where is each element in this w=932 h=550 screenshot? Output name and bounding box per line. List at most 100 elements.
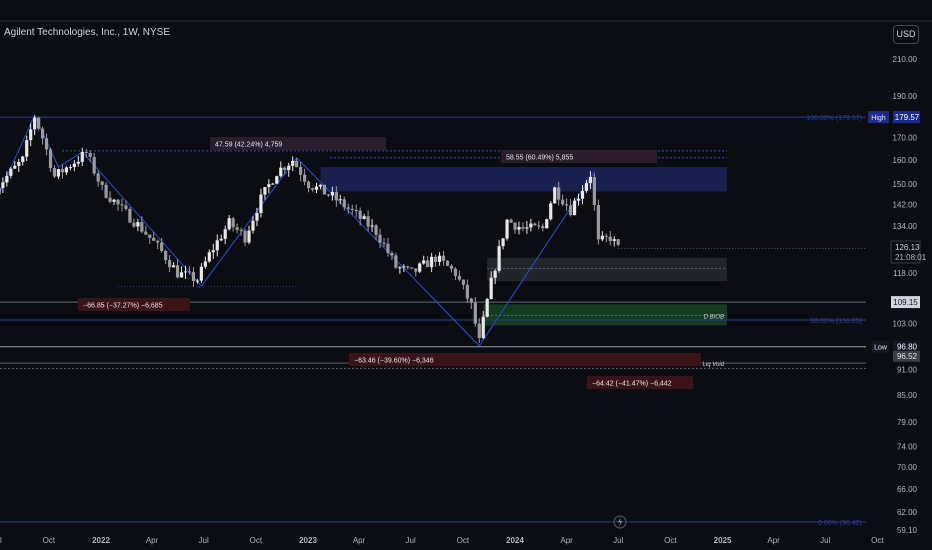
- candle-body: [469, 298, 473, 303]
- candle-body: [175, 265, 180, 278]
- candle-body: [370, 225, 374, 227]
- price-axis-tick: 142.00: [893, 200, 918, 209]
- candle-body: [342, 199, 346, 208]
- candle-body: [100, 181, 104, 185]
- price-axis-tick: 210.00: [893, 55, 918, 64]
- price-axis-tick: 190.00: [893, 92, 918, 101]
- candle-body: [179, 272, 184, 278]
- candle-body: [48, 149, 53, 169]
- time-axis-tick: Oct: [250, 536, 263, 545]
- time-axis-tick: Oct: [871, 536, 884, 545]
- time-axis-tick: Apr: [353, 536, 366, 545]
- candle-body: [33, 117, 37, 130]
- candle-body: [263, 187, 267, 195]
- candle-body: [310, 188, 315, 190]
- candle-body: [565, 204, 569, 206]
- candle-body: [604, 235, 608, 237]
- candle-body: [56, 169, 61, 177]
- price-axis-tick: 103.00: [893, 320, 918, 329]
- candle-body: [541, 226, 545, 229]
- candle-body: [517, 226, 521, 230]
- candle-body: [366, 216, 370, 227]
- candle-body: [477, 323, 481, 339]
- time-axis-tick: Jul: [0, 536, 2, 545]
- measurement-label: −64.42 (−41.47%) −6,442: [592, 381, 672, 388]
- candle-body: [437, 255, 442, 262]
- imbalance-zone: [487, 257, 727, 282]
- candle-body: [295, 160, 299, 168]
- candle-body: [160, 242, 164, 251]
- candle-body: [76, 161, 80, 164]
- candle-body: [572, 200, 577, 216]
- candle-body: [608, 236, 612, 241]
- time-axis-tick: Jul: [820, 536, 830, 545]
- time-axis-tick: Jul: [406, 536, 416, 545]
- candle-body: [25, 140, 29, 157]
- candle-body: [132, 222, 136, 227]
- price-axis-tick: 150.00: [893, 180, 918, 189]
- price-label-high: 179.57: [895, 113, 920, 122]
- candle-body: [259, 194, 263, 214]
- demand-zone: [483, 304, 727, 326]
- last-price-label: 126.13: [895, 243, 920, 252]
- candle-body: [120, 204, 124, 206]
- currency-button[interactable]: USD: [893, 25, 919, 44]
- price-axis-tick: 134.00: [893, 222, 918, 231]
- candle-body: [394, 255, 398, 268]
- time-axis-tick: 2022: [92, 536, 110, 545]
- candle-body: [152, 237, 156, 241]
- price-axis-tick: 66.00: [897, 485, 918, 494]
- candle-body: [88, 152, 92, 157]
- price-axis-tick: 70.00: [897, 463, 918, 472]
- lightning-icon[interactable]: [613, 515, 627, 529]
- candle-body: [509, 219, 513, 223]
- price-label-low: 96.80: [897, 343, 918, 352]
- fib-level-label: 100.00% (179.57): [806, 115, 862, 122]
- measurement-label: 47.59 (42.24%) 4,759: [215, 142, 282, 149]
- time-axis-tick: 2024: [506, 536, 524, 545]
- candle-body: [108, 197, 112, 202]
- candle-body: [80, 151, 84, 162]
- price-axis-tick: 59.10: [897, 526, 918, 535]
- candle-body: [549, 203, 553, 220]
- candle-body: [223, 229, 227, 239]
- candle-body: [612, 239, 616, 241]
- time-axis-tick: Oct: [664, 536, 677, 545]
- candle-body: [215, 240, 219, 251]
- candle-body: [168, 260, 172, 268]
- candle-body: [402, 266, 406, 268]
- candle-body: [382, 242, 386, 244]
- candles: [0, 115, 620, 343]
- candle-body: [588, 176, 593, 184]
- candle-body: [247, 230, 251, 243]
- candle-body: [334, 191, 338, 201]
- fib-level-label: 0.00% (96.42): [818, 520, 862, 527]
- price-axis-tick: 118.00: [893, 269, 917, 278]
- candle-body: [279, 167, 283, 177]
- candle-body: [136, 222, 140, 227]
- candle-body: [60, 169, 65, 173]
- time-axis-tick: Apr: [146, 536, 159, 545]
- candle-body: [0, 187, 1, 195]
- candle-body: [235, 227, 239, 230]
- candle-body: [13, 165, 17, 169]
- candle-body: [600, 235, 604, 240]
- candle-body: [44, 138, 49, 150]
- candle-body: [306, 181, 311, 189]
- candle-body: [140, 222, 144, 232]
- candle-body: [116, 199, 120, 205]
- candle-body: [481, 316, 485, 339]
- candle-body: [422, 260, 426, 264]
- price-axis-tick: 91.00: [897, 366, 918, 375]
- candle-body: [449, 265, 454, 269]
- candle-body: [580, 190, 585, 199]
- price-label-box: [893, 350, 920, 362]
- price-label-109: 109.15: [893, 298, 918, 307]
- candle-body: [322, 184, 327, 195]
- candle-body: [128, 208, 132, 223]
- candle-body: [434, 256, 438, 262]
- candle-body: [21, 156, 25, 162]
- candle-body: [124, 205, 128, 209]
- candle-body: [529, 223, 533, 228]
